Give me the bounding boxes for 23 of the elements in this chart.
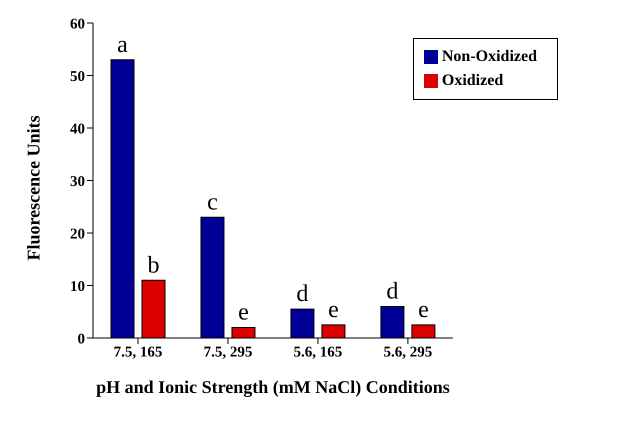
data-label: b <box>147 252 160 278</box>
y-tick-label: 20 <box>70 226 85 242</box>
data-label: d <box>296 281 308 308</box>
y-tick-label: 60 <box>70 16 85 32</box>
y-tick-label: 30 <box>70 174 85 190</box>
x-tick-label: 5.6, 165 <box>294 344 342 361</box>
data-label: a <box>117 32 128 58</box>
data-label: c <box>207 189 218 216</box>
y-axis-title: Fluorescence Units <box>23 115 44 260</box>
data-label: d <box>386 278 398 304</box>
y-tick-label: 10 <box>70 278 85 295</box>
x-axis-title: pH and Ionic Strength (mM NaCl) Conditions <box>96 377 450 397</box>
data-label: e <box>418 296 429 323</box>
legend-label: Oxidized <box>442 72 504 89</box>
y-tick-label: 0 <box>78 331 85 348</box>
y-tick-label: 50 <box>70 68 85 85</box>
x-tick-label: 7.5, 165 <box>114 344 162 361</box>
data-label: e <box>238 300 249 326</box>
x-tick-label: 7.5, 295 <box>204 344 252 361</box>
data-label: e <box>328 296 339 323</box>
legend-label: Non-Oxidized <box>442 48 537 65</box>
x-tick-label: 5.6, 295 <box>384 344 432 361</box>
y-tick-label: 40 <box>70 121 85 138</box>
